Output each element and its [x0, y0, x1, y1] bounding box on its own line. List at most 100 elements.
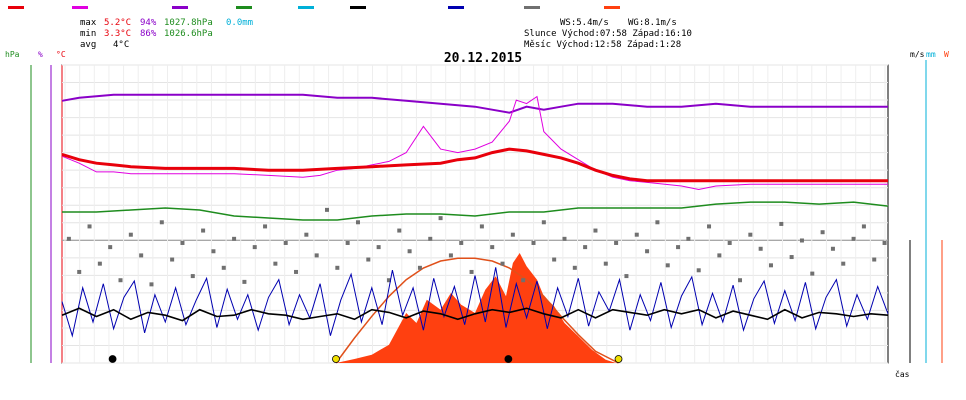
wind-direction-point	[583, 245, 588, 250]
stats-avg-temp: 4°C	[113, 40, 129, 50]
unit-pct: %	[38, 50, 43, 59]
wind-direction-point	[603, 261, 608, 266]
wind-direction-point	[593, 228, 598, 233]
wind-direction-point	[676, 245, 681, 250]
wind-direction-point	[252, 245, 257, 250]
wind-direction-point	[521, 278, 526, 283]
wind-direction-point	[614, 240, 619, 245]
humidity-line	[61, 93, 888, 114]
wind-direction-point	[97, 261, 102, 266]
wind-direction-point	[170, 257, 175, 262]
wind-direction-point	[572, 265, 577, 270]
wind-direction-point	[366, 257, 371, 262]
moon-info: Měsíc Východ:12:58 Západ:1:28	[524, 40, 681, 50]
wind-direction-point	[149, 282, 154, 287]
unit-ms: m/s	[910, 50, 925, 59]
wind-direction-point	[727, 240, 732, 245]
wind-direction-point	[748, 232, 753, 237]
wind-direction-point	[552, 257, 557, 262]
wind-direction-point	[417, 265, 422, 270]
legend	[8, 6, 620, 9]
wind-direction-point	[190, 274, 195, 279]
temperature-line	[61, 147, 888, 183]
legend-swatch-3	[236, 6, 252, 9]
legend-swatch-2	[172, 6, 188, 9]
wind-direction-point	[665, 263, 670, 268]
wind-direction-point	[562, 236, 567, 241]
wind-direction-point	[541, 220, 546, 225]
wind-direction-point	[283, 240, 288, 245]
wind-direction-point	[335, 265, 340, 270]
theoretical-radiation-line	[335, 257, 619, 364]
wind-direction-point	[696, 268, 701, 273]
wind-direction-point	[355, 220, 360, 225]
unit-hpa: hPa	[5, 50, 20, 59]
stats-min-temp: 3.3°C	[104, 29, 131, 39]
radiation-area	[336, 253, 617, 363]
wind-direction-point	[779, 221, 784, 226]
wind-direction-point	[707, 224, 712, 229]
legend-swatch-0	[8, 6, 24, 9]
wind-direction-point	[428, 236, 433, 241]
wind-direction-point	[872, 257, 877, 262]
wind-direction-point	[77, 269, 82, 274]
wind-direction-point	[304, 232, 309, 237]
wind-gust-line	[61, 267, 889, 338]
wind-direction-point	[263, 224, 268, 229]
sunrise-marker	[332, 355, 340, 363]
wind-direction-point	[861, 224, 866, 229]
sun-info: Slunce Východ:07:58 Západ:16:10	[524, 29, 692, 39]
wind-direction-point	[242, 279, 247, 284]
wind-speed-info: WS:5.4m/s	[560, 18, 609, 28]
plot-area	[61, 93, 889, 364]
wind-direction-point	[108, 245, 113, 250]
wind-direction-point	[386, 278, 391, 283]
wind-direction-point	[479, 224, 484, 229]
wind-direction-point	[128, 232, 133, 237]
unit-mm: mm	[926, 50, 936, 59]
wind-direction-point	[232, 236, 237, 241]
wind-direction-point	[407, 249, 412, 254]
wind-direction-point	[438, 216, 443, 221]
legend-swatch-4	[298, 6, 314, 9]
unit-degc: °C	[56, 50, 66, 59]
wind-direction-point	[314, 253, 319, 258]
legend-swatch-6	[448, 6, 464, 9]
stats-block: max 5.2°C 94% 1027.8hPa 0.0mm min 3.3°C …	[80, 18, 253, 50]
wind-direction-point	[789, 255, 794, 260]
unit-w: W	[944, 50, 949, 59]
wind-direction-point	[159, 220, 164, 225]
wind-direction-point	[634, 232, 639, 237]
wind-direction-point	[87, 224, 92, 229]
wind-direction-point	[820, 230, 825, 235]
wind-speed-line	[61, 307, 889, 322]
wind-direction-point	[655, 220, 660, 225]
ground-temperature-line	[61, 95, 888, 191]
wind-direction-point	[500, 261, 505, 266]
stats-max-label: max	[80, 18, 97, 28]
wind-direction-point	[118, 278, 123, 283]
wind-direction-point	[459, 240, 464, 245]
legend-swatch-8	[604, 6, 620, 9]
legend-swatch-5	[350, 6, 366, 9]
stats-max-hum: 94%	[140, 18, 157, 28]
stats-min-press: 1026.6hPa	[164, 29, 213, 39]
unit-time: čas	[895, 369, 910, 379]
wind-direction-point	[758, 246, 763, 251]
wind-direction-point	[325, 207, 330, 212]
stats-min-label: min	[80, 29, 96, 39]
wind-direction-point	[345, 240, 350, 245]
stats-max-rain: 0.0mm	[226, 18, 253, 28]
wind-direction-point	[180, 240, 185, 245]
wind-direction-point	[686, 236, 691, 241]
wind-direction-point	[531, 240, 536, 245]
wind-direction-point	[397, 228, 402, 233]
wind-direction-point	[851, 236, 856, 241]
wind-direction-point	[448, 253, 453, 258]
wind-direction-point	[211, 249, 216, 254]
wind-gust-info: WG:8.1m/s	[628, 18, 677, 28]
stats-max-temp: 5.2°C	[104, 18, 131, 28]
wind-direction-point	[841, 261, 846, 266]
wind-direction-point	[510, 232, 515, 237]
